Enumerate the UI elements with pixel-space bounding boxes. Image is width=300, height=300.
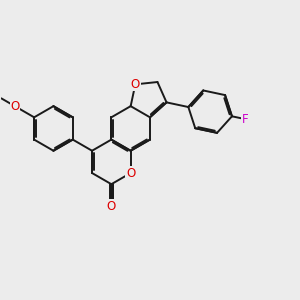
Text: F: F bbox=[242, 112, 248, 126]
Text: O: O bbox=[131, 78, 140, 91]
Text: O: O bbox=[10, 100, 20, 113]
Text: O: O bbox=[107, 200, 116, 213]
Text: O: O bbox=[126, 167, 135, 179]
